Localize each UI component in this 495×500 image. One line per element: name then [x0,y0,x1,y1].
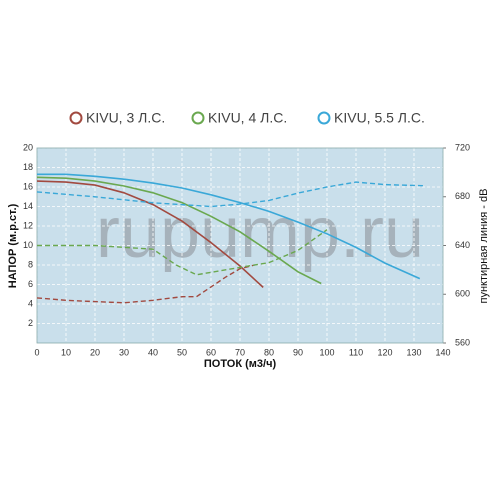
y-tick-label: 2 [28,318,33,328]
db-curve [36,181,426,208]
legend-marker [69,111,83,125]
x-tick-label: 40 [148,347,158,357]
y2-tick-label: 560 [455,337,470,347]
x-tick-label: 80 [264,347,274,357]
x-tick-label: 50 [177,347,187,357]
x-tick-label: 0 [34,347,39,357]
x-tick-label: 100 [319,347,334,357]
y2-axis-label: пунктирная линия - dB [478,189,490,304]
y2-tick-label: 640 [455,240,470,250]
y-tick-label: 8 [28,259,33,269]
x-tick-label: 110 [349,347,363,357]
x-tick-label: 70 [235,347,245,357]
x-axis-label: ПОТОК (м3/ч) [204,358,277,370]
x-tick-label: 60 [206,347,216,357]
x-tick-label: 10 [61,347,71,357]
head-curve [36,180,264,288]
y-tick-label: 20 [23,142,33,152]
watermark: rupump.ru [96,193,424,273]
y2-tick-label: 720 [455,142,470,152]
legend-label: KIVU, 5.5 Л.С. [334,110,425,126]
x-tick-label: 130 [406,347,421,357]
y2-tick-label: 680 [455,191,470,201]
legend-marker [191,111,205,125]
y2-tick-label: 600 [455,289,470,299]
y-tick-label: 16 [23,181,33,191]
x-tick-label: 20 [90,347,100,357]
y-axis-label: НАПОР (м.р.ст.) [7,203,19,288]
db-curve [36,264,255,304]
legend-label: KIVU, 3 Л.С. [86,110,165,126]
x-tick-label: 90 [293,347,303,357]
y-tick-label: 18 [23,162,33,172]
x-tick-label: 30 [119,347,129,357]
y-tick-label: 4 [28,298,33,308]
head-curve [37,173,421,280]
x-tick-label: 120 [377,347,392,357]
y-tick-label: 12 [23,220,33,230]
legend-label: KIVU, 4 Л.С. [208,110,287,126]
y-tick-label: 14 [23,201,33,211]
y-tick-label: 6 [28,279,33,289]
x-tick-label: 140 [435,347,450,357]
y-tick-label: 10 [23,240,33,250]
legend-marker [317,111,331,125]
